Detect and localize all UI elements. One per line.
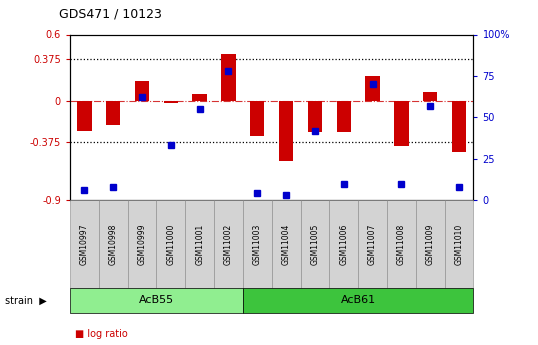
Text: AcB55: AcB55	[139, 296, 174, 305]
Text: GDS471 / 10123: GDS471 / 10123	[59, 8, 162, 21]
Bar	[452, 101, 466, 151]
Text: GSM10997: GSM10997	[80, 223, 89, 265]
Text: AcB61: AcB61	[341, 296, 376, 305]
Text: GSM10999: GSM10999	[138, 223, 146, 265]
Text: GSM11002: GSM11002	[224, 224, 233, 265]
Bar	[106, 101, 121, 125]
Text: GSM11004: GSM11004	[281, 224, 291, 265]
Text: GSM11006: GSM11006	[339, 224, 348, 265]
Bar	[365, 77, 380, 101]
Bar	[394, 101, 408, 146]
Text: GSM11001: GSM11001	[195, 224, 204, 265]
Text: ■ log ratio: ■ log ratio	[75, 329, 128, 339]
Text: GSM11007: GSM11007	[368, 224, 377, 265]
Bar	[77, 101, 91, 130]
Bar	[164, 101, 178, 103]
Bar	[423, 92, 437, 101]
Bar	[193, 94, 207, 101]
Bar	[279, 101, 293, 161]
Text: GSM10998: GSM10998	[109, 224, 118, 265]
Text: GSM11003: GSM11003	[253, 224, 262, 265]
Text: GSM11009: GSM11009	[426, 224, 435, 265]
Text: GSM11010: GSM11010	[455, 224, 464, 265]
Text: GSM11005: GSM11005	[310, 224, 320, 265]
Bar	[250, 101, 265, 136]
Text: GSM11000: GSM11000	[166, 224, 175, 265]
Bar	[337, 101, 351, 132]
Text: GSM11008: GSM11008	[397, 224, 406, 265]
Bar	[308, 101, 322, 132]
Bar	[221, 55, 236, 101]
Text: strain  ▶: strain ▶	[5, 296, 47, 305]
Bar	[135, 81, 149, 101]
